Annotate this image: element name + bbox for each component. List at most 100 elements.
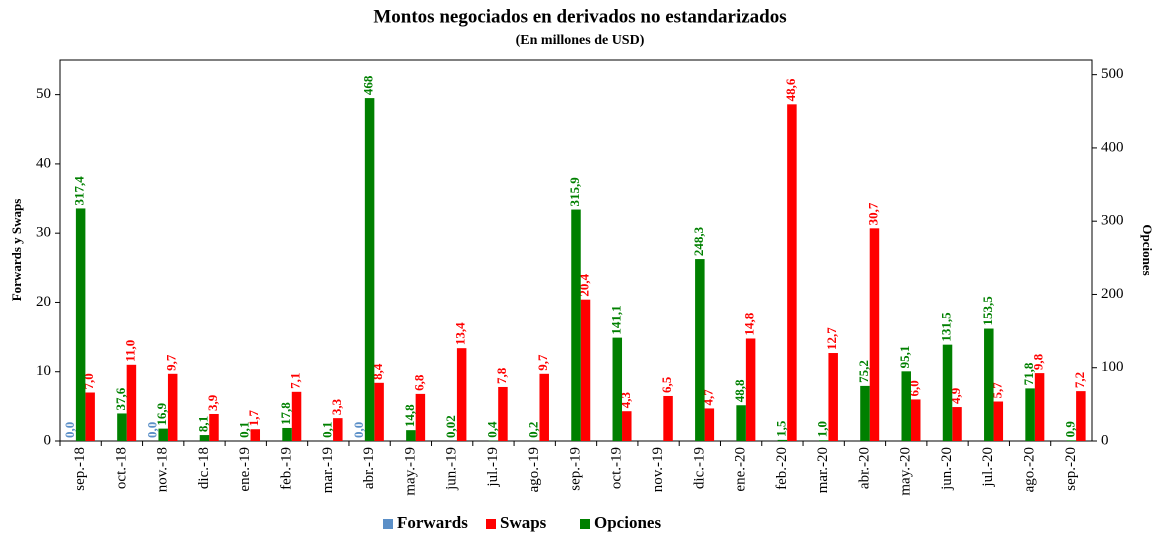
x-tick-label: sep.-18: [72, 447, 88, 491]
legend-label: Forwards: [397, 513, 468, 532]
bar: [1076, 391, 1086, 441]
y2-tick-label: 100: [1101, 359, 1124, 375]
bar: [952, 407, 962, 441]
bar: [777, 439, 788, 441]
y-tick-label: 0: [44, 432, 52, 448]
bar: [126, 364, 137, 441]
bar: [333, 418, 343, 441]
data-label: 71,8: [1021, 362, 1036, 385]
bar: [663, 395, 673, 441]
y2-tick-label: 0: [1101, 432, 1109, 448]
x-tick-label: mar.-20: [815, 447, 831, 493]
data-label: 75,2: [856, 360, 871, 383]
bar: [695, 259, 705, 441]
bar: [901, 371, 911, 441]
bar: [984, 328, 994, 441]
data-label: 1,7: [246, 409, 261, 426]
data-label: 0,0: [351, 422, 366, 438]
x-tick-label: sep.-20: [1063, 447, 1079, 491]
data-label: 7,1: [288, 373, 303, 389]
data-label: 8,1: [195, 416, 210, 432]
data-label: 0,0: [145, 422, 160, 438]
bar: [818, 440, 829, 441]
data-label: 9,7: [164, 354, 179, 371]
bar: [869, 228, 880, 441]
data-label: 9,8: [1031, 353, 1046, 370]
bar: [622, 411, 632, 441]
bar: [539, 373, 549, 441]
data-label: 7,8: [494, 367, 509, 384]
x-tick-label: abr.-19: [361, 447, 377, 489]
y2-axis-label: Opciones: [1140, 224, 1155, 275]
data-label: 6,8: [411, 374, 426, 391]
data-label: 37,6: [113, 387, 128, 410]
x-tick-label: jul.-19: [485, 447, 501, 488]
y-tick-label: 50: [36, 86, 51, 102]
bar: [910, 399, 921, 441]
bar: [456, 348, 467, 441]
data-label: 0,1: [237, 422, 252, 438]
bar: [571, 209, 581, 441]
x-tick-label: dic.-18: [196, 447, 212, 489]
data-label: 30,7: [865, 202, 880, 225]
data-label: 14,8: [742, 312, 757, 335]
x-tick-label: jun.-20: [939, 447, 955, 491]
data-label: 95,1: [897, 346, 912, 369]
y-tick-label: 30: [36, 225, 51, 241]
bar: [736, 405, 746, 441]
x-tick-label: oct.-18: [113, 447, 129, 489]
x-tick-label: abr.-20: [856, 447, 872, 489]
bar: [364, 98, 375, 441]
legend-swatch: [580, 519, 590, 529]
bar: [745, 338, 756, 441]
data-label: 141,1: [608, 305, 623, 334]
data-label: 0,0: [62, 422, 77, 438]
data-label: 13,4: [453, 322, 468, 345]
x-tick-label: oct.-19: [609, 447, 625, 489]
x-tick-label: ago.-19: [526, 447, 542, 492]
bar: [199, 435, 210, 441]
data-label: 11,0: [122, 340, 137, 362]
data-label: 48,8: [732, 379, 747, 402]
x-tick-label: dic.-19: [691, 447, 707, 489]
data-label: 0,1: [319, 422, 334, 438]
bar: [580, 299, 591, 441]
data-label: 14,8: [402, 404, 417, 427]
chart-subtitle: (En millones de USD): [516, 33, 645, 48]
bar: [117, 413, 127, 441]
x-tick-label: may.-20: [898, 447, 914, 496]
data-label: 0,02: [443, 415, 458, 438]
y-tick-label: 20: [36, 294, 51, 310]
data-label: 131,5: [939, 312, 954, 342]
data-label: 12,7: [824, 327, 839, 350]
x-tick-label: sep.-19: [567, 447, 583, 491]
x-tick-label: feb.-20: [774, 447, 790, 490]
x-tick-label: jun.-19: [444, 447, 460, 491]
bar: [415, 393, 426, 441]
bar: [612, 337, 623, 441]
bar: [1025, 388, 1035, 441]
x-tick-label: nov.-19: [650, 447, 666, 492]
data-label: 9,7: [535, 354, 550, 371]
x-tick-label: may.-19: [402, 447, 418, 496]
data-label: 16,9: [154, 402, 169, 425]
x-tick-label: ago.-20: [1022, 447, 1038, 492]
bar: [374, 382, 384, 441]
bar: [406, 430, 416, 441]
bar: [1066, 440, 1077, 441]
data-label: 0,4: [484, 421, 499, 438]
bar: [158, 428, 168, 441]
data-label: 7,2: [1072, 372, 1087, 388]
y-axis-label: Forwards y Swaps: [9, 199, 24, 302]
data-label: 6,5: [659, 376, 674, 393]
x-tick-label: ene.-19: [237, 447, 253, 492]
bar: [498, 386, 508, 441]
data-label: 0,9: [1062, 421, 1077, 438]
legend-label: Swaps: [500, 513, 547, 532]
legend-label: Opciones: [594, 513, 661, 532]
y-tick-label: 40: [36, 155, 51, 171]
bar: [291, 391, 302, 441]
data-label: 468: [361, 75, 376, 95]
bar: [167, 373, 178, 441]
